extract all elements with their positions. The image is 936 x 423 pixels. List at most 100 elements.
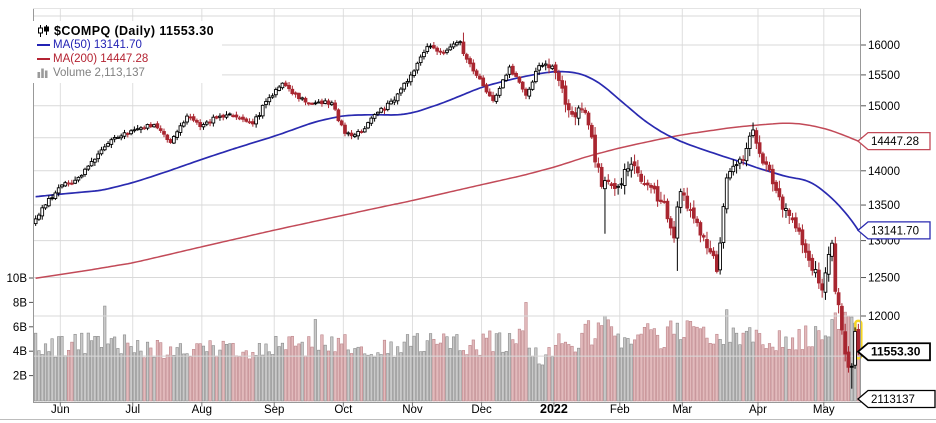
candle-body — [793, 217, 798, 229]
volume-bar — [850, 316, 854, 402]
candle-body — [389, 100, 393, 105]
x-axis-label: Sep — [264, 404, 284, 416]
candle-body — [224, 114, 229, 118]
candle-body — [751, 129, 755, 137]
volume-bar — [804, 325, 808, 402]
volume-bar — [554, 344, 558, 402]
volume-bar — [735, 332, 739, 402]
price-axis-label: 15500 — [868, 70, 900, 82]
volume-bar — [517, 328, 521, 402]
candle-body — [116, 137, 120, 139]
volume-bar — [93, 336, 97, 402]
x-axis-label: Mar — [672, 404, 692, 416]
legend-volume-row: Volume 2,113,137 — [37, 66, 214, 80]
price-axis-label: 14000 — [868, 166, 900, 178]
candle-body — [464, 54, 469, 60]
candle-body — [612, 183, 617, 189]
candle-body — [570, 111, 574, 115]
candle-body — [461, 41, 466, 55]
candle-body — [784, 208, 788, 211]
candle-body — [629, 163, 634, 171]
candle-body — [99, 149, 104, 155]
last-price-bubble-text: 11553.30 — [871, 345, 921, 359]
volume-bar — [63, 355, 67, 402]
candle-body — [520, 81, 525, 90]
volume-bar — [109, 338, 113, 402]
volume-bar — [152, 356, 156, 402]
candle-body — [297, 92, 301, 100]
volume-bar — [531, 355, 535, 402]
candle-body — [405, 81, 410, 84]
volume-bar — [350, 353, 354, 402]
volume-bar — [317, 349, 321, 402]
volume-bar — [478, 354, 482, 402]
candle-body — [777, 188, 782, 198]
volume-bar — [80, 332, 84, 402]
candle-body — [56, 187, 61, 194]
volume-bar — [708, 343, 712, 402]
volume-bar — [116, 348, 120, 402]
volume-bar — [550, 356, 554, 402]
volume-bar — [132, 352, 136, 402]
volume-bar — [425, 340, 429, 402]
candle-body — [583, 109, 588, 113]
volume-bar — [326, 350, 331, 402]
volume-bar — [228, 343, 232, 402]
volume-bar — [155, 339, 159, 402]
volume-bar — [830, 319, 834, 402]
candle-body — [593, 134, 597, 163]
volume-bar — [363, 353, 367, 402]
candle-body — [721, 206, 726, 244]
candle-body — [306, 102, 311, 105]
volume-bar — [774, 350, 778, 402]
volume-bar — [215, 355, 219, 402]
candle-body — [155, 123, 160, 129]
volume-bar — [527, 347, 531, 402]
candle-body — [547, 64, 551, 69]
axes-frame — [0, 8, 936, 420]
volume-bar — [172, 354, 176, 402]
candle-body — [385, 102, 390, 110]
candle-body — [632, 161, 637, 167]
candle-body — [774, 181, 778, 191]
candle-body — [484, 84, 489, 93]
volume-bar — [399, 352, 403, 402]
candle-body — [817, 269, 821, 284]
candle-body — [767, 164, 772, 171]
candle-body — [33, 218, 38, 225]
volume-bar — [310, 346, 314, 402]
candle-body — [668, 218, 673, 229]
ma50-line-swatch — [37, 44, 50, 46]
candle-body — [323, 100, 328, 104]
volume-bar — [307, 336, 311, 402]
candle-body — [316, 101, 321, 104]
volume-bar — [264, 343, 268, 402]
candle-body — [191, 116, 196, 121]
volume-bar — [353, 348, 357, 402]
ma200-bubble-text: 14447.28 — [871, 136, 919, 148]
volume-bar — [494, 333, 498, 402]
volume-bar — [234, 355, 238, 402]
candle-body — [826, 253, 831, 275]
volume-bar — [43, 343, 48, 402]
volume-bar — [136, 340, 140, 402]
volume-bar — [609, 326, 614, 402]
volume-bar — [205, 351, 209, 402]
candle-body — [553, 64, 558, 74]
candle-body — [339, 120, 344, 126]
candle-body — [672, 226, 676, 239]
candle-body — [714, 254, 719, 272]
candle-body — [274, 89, 278, 96]
candle-body — [79, 174, 84, 178]
candle-body — [599, 166, 604, 187]
candle-body — [527, 88, 532, 97]
volume-bar — [303, 355, 308, 402]
volume-bar — [448, 348, 452, 402]
volume-bar — [540, 364, 544, 402]
candle-body — [264, 101, 268, 106]
candle-body — [399, 88, 403, 94]
ma200-bubble — [856, 132, 931, 151]
candle-body — [514, 72, 518, 77]
candle-body — [46, 198, 51, 207]
volume-bar — [330, 336, 334, 402]
